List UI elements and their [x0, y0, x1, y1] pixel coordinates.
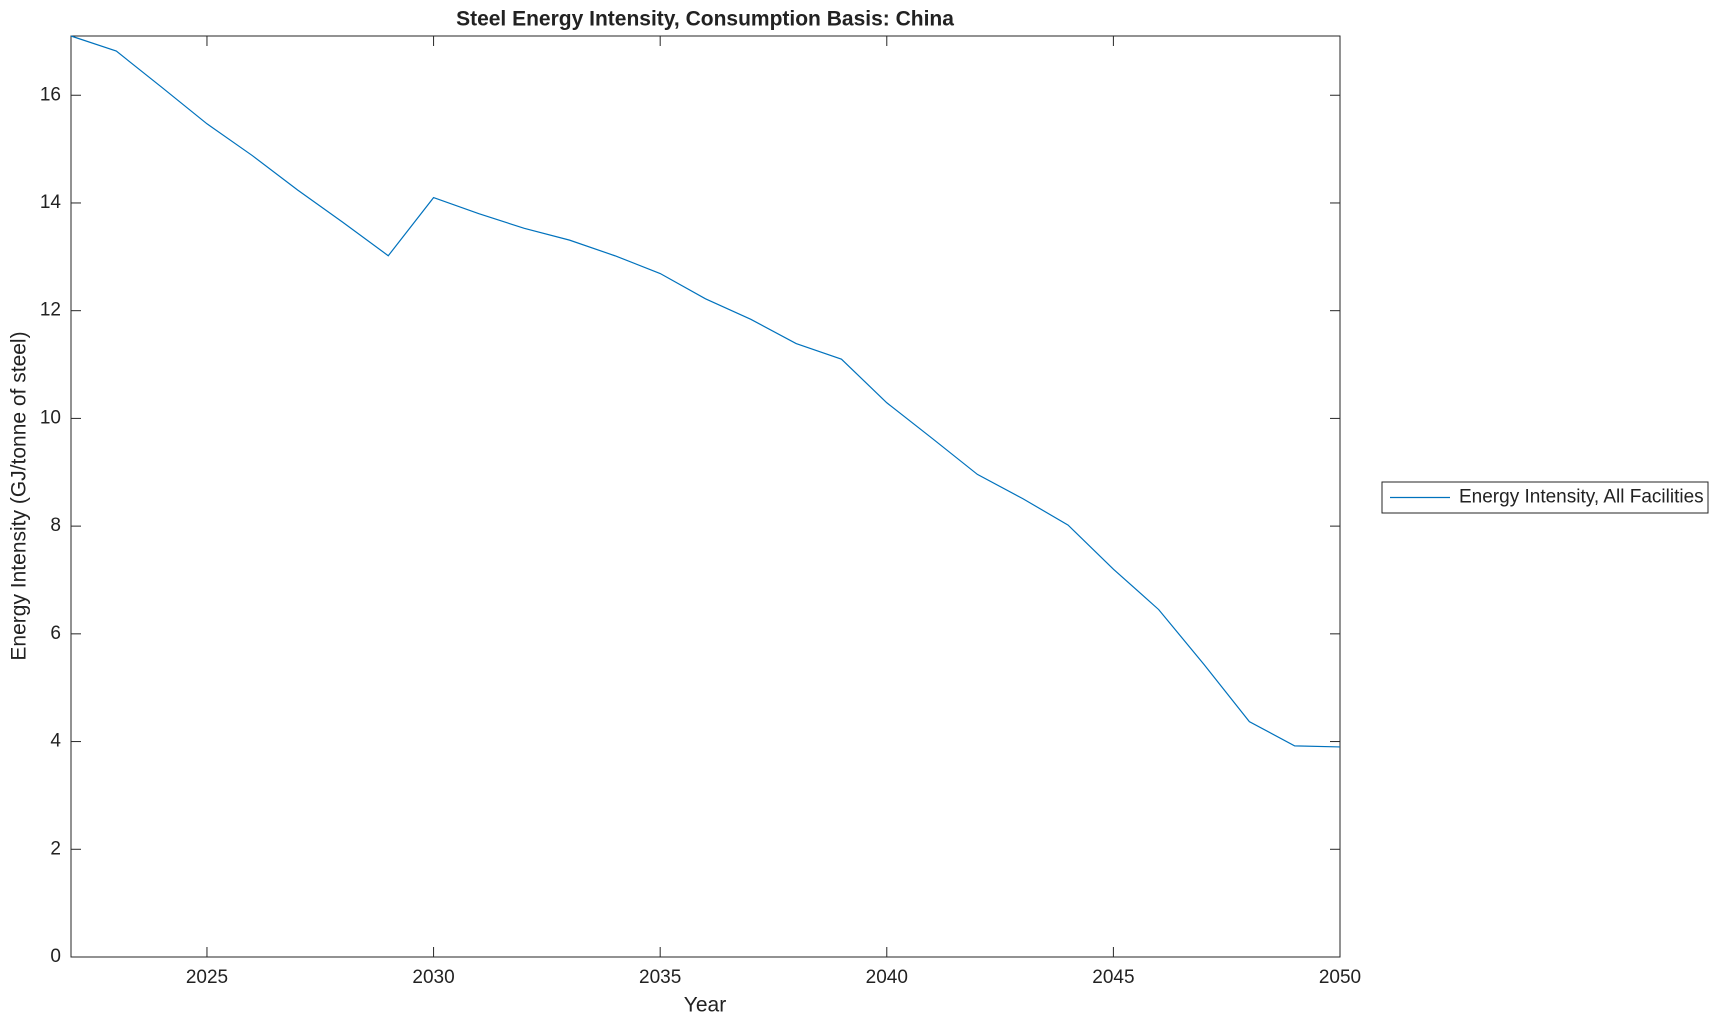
y-tick-label: 4 [50, 731, 61, 752]
y-tick-label: 8 [50, 515, 61, 536]
y-tick-label: 6 [50, 623, 61, 644]
legend-label: Energy Intensity, All Facilities [1459, 487, 1704, 508]
y-tick-label: 16 [40, 84, 61, 105]
x-tick-label: 2045 [1092, 967, 1134, 988]
x-axis-label: Year [684, 994, 726, 1017]
y-tick-label: 12 [40, 300, 61, 321]
x-tick-label: 2030 [412, 967, 454, 988]
y-tick-label: 14 [40, 192, 62, 213]
x-tick-label: 2040 [866, 967, 908, 988]
y-tick-label: 2 [50, 838, 61, 859]
x-tick-label: 2050 [1319, 967, 1361, 988]
y-tick-label: 10 [40, 407, 61, 428]
data-line [70, 35, 1341, 748]
y-tick-label: 0 [50, 946, 61, 967]
plot-frame [70, 35, 1341, 958]
y-axis-label: Energy Intensity (GJ/tonne of steel) [8, 331, 31, 660]
x-tick-label: 2025 [186, 967, 228, 988]
chart-title: Steel Energy Intensity, Consumption Basi… [456, 8, 954, 31]
x-tick-label: 2035 [639, 967, 681, 988]
